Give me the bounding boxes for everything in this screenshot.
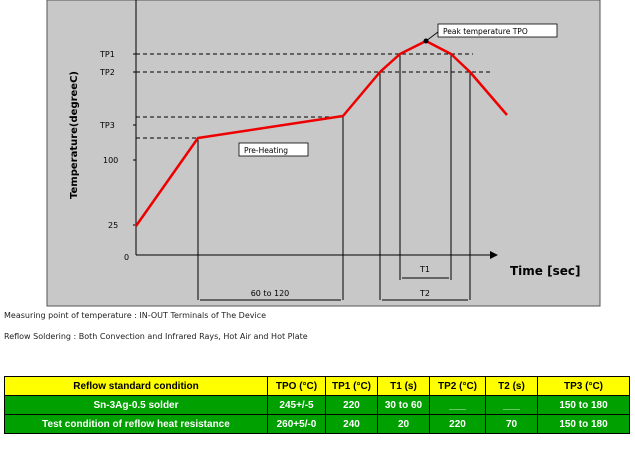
table-cell: 220 — [429, 414, 486, 434]
table-cell: 220 — [325, 395, 378, 415]
header-t2: T2 (s) — [485, 376, 538, 396]
table-cell: ___ — [429, 395, 486, 415]
header-condition: Reflow standard condition — [4, 376, 268, 396]
header-tp2: TP2 (°C) — [429, 376, 486, 396]
t1-label: T1 — [419, 265, 430, 274]
header-tp3: TP3 (°C) — [537, 376, 630, 396]
measuring-point-note: Measuring point of temperature : IN-OUT … — [4, 311, 267, 320]
y-tick-tp1: TP1 — [99, 50, 115, 59]
peak-callout-leader — [425, 31, 439, 42]
temperature-profile-line — [134, 39, 508, 227]
table-row: Sn-3Ag-0.5 solder 245+/-5 220 30 to 60 _… — [4, 395, 630, 415]
x-axis-arrow — [490, 251, 498, 259]
t2-label: T2 — [419, 289, 430, 298]
table-header-row: Reflow standard condition TPO (°C) TP1 (… — [4, 376, 630, 396]
time-marker-lines — [197, 54, 471, 300]
peak-temperature-label: Peak temperature TPO — [443, 27, 528, 36]
y-tick-100: 100 — [103, 156, 118, 165]
x-axis-label: Time [sec] — [510, 264, 580, 278]
preheat-duration-label: 60 to 120 — [251, 289, 290, 298]
header-t1: T1 (s) — [377, 376, 430, 396]
plot-background — [46, 0, 601, 307]
table-cell: 240 — [325, 414, 378, 434]
y-tick-tp3: TP3 — [99, 121, 115, 130]
y-tick-25: 25 — [108, 221, 118, 230]
header-tp1: TP1 (°C) — [325, 376, 378, 396]
table-cell: 150 to 180 — [537, 414, 630, 434]
table-cell: 150 to 180 — [537, 395, 630, 415]
table-cell: 30 to 60 — [377, 395, 430, 415]
reflow-profile-diagram: TP1 TP2 TP3 100 25 0 Temperature(degreeC… — [46, 0, 601, 307]
table-cell: 20 — [377, 414, 430, 434]
table-cell: 70 — [485, 414, 538, 434]
header-tpo: TPO (°C) — [267, 376, 326, 396]
temperature-reference-lines — [136, 53, 492, 139]
y-axis-ticks — [133, 53, 136, 226]
preheat-callout-box — [238, 142, 309, 157]
table-cell: 245+/-5 — [267, 395, 326, 415]
y-tick-tp2: TP2 — [99, 68, 115, 77]
reflow-soldering-note: Reflow Soldering : Both Convection and I… — [4, 332, 308, 341]
table-cell: ___ — [485, 395, 538, 415]
preheat-label: Pre-Heating — [244, 146, 288, 155]
table-cell: Test condition of reflow heat resistance — [4, 414, 268, 434]
reflow-condition-table: Reflow standard condition TPO (°C) TP1 (… — [4, 376, 630, 434]
table-row: Test condition of reflow heat resistance… — [4, 414, 630, 434]
peak-callout-box — [437, 23, 558, 38]
table-cell: Sn-3Ag-0.5 solder — [4, 395, 268, 415]
y-axis-label: Temperature(degreeC) — [69, 71, 80, 199]
y-tick-0: 0 — [124, 253, 129, 262]
table-cell: 260+5/-0 — [267, 414, 326, 434]
